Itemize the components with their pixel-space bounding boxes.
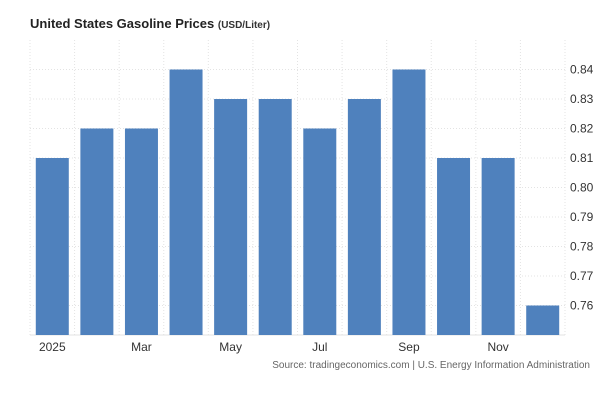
source-note: Source: tradingeconomics.com | U.S. Ener…: [272, 360, 590, 371]
y-tick-label: 0.78: [570, 240, 594, 254]
bar-dec[interactable]: [526, 305, 560, 336]
y-tick-label: 0.83: [570, 92, 594, 106]
bar-feb[interactable]: [80, 128, 114, 336]
bar-jun[interactable]: [258, 99, 292, 335]
x-tick-label: 2025: [39, 340, 66, 354]
bar-may[interactable]: [214, 99, 248, 335]
chart-title-text: United States Gasoline Prices: [30, 16, 215, 31]
bar-aug[interactable]: [347, 99, 381, 335]
x-tick-label: Nov: [487, 340, 508, 354]
y-tick-label: 0.81: [570, 151, 594, 165]
x-tick-label: Jul: [312, 340, 327, 354]
bar-jul[interactable]: [303, 128, 337, 336]
x-tick-label: Sep: [398, 340, 420, 354]
bar-2025[interactable]: [35, 158, 69, 335]
bar-mar[interactable]: [124, 128, 158, 336]
x-axis-ticks: 2025 Mar May Jul Sep Nov: [39, 340, 509, 354]
y-tick-label: 0.80: [570, 181, 594, 195]
bar-apr[interactable]: [169, 69, 203, 336]
x-tick-label: Mar: [131, 340, 152, 354]
bars: [35, 69, 560, 336]
y-tick-label: 0.76: [570, 299, 594, 313]
bar-nov[interactable]: [481, 158, 515, 335]
chart-unit: (USD/Liter): [217, 20, 271, 31]
y-tick-label: 0.77: [570, 269, 594, 283]
y-tick-label: 0.79: [570, 210, 594, 224]
x-tick-label: May: [219, 340, 242, 354]
grid-lines: [29, 40, 566, 336]
y-axis-ticks: 0.76 0.77 0.78 0.79 0.80 0.81 0.82 0.83 0.84: [570, 63, 594, 313]
chart-title: United States Gasoline Prices (USD/Liter…: [30, 16, 270, 31]
y-tick-label: 0.84: [570, 63, 594, 77]
bar-sep[interactable]: [392, 69, 426, 336]
y-tick-label: 0.82: [570, 122, 594, 136]
bar-oct[interactable]: [437, 158, 471, 335]
